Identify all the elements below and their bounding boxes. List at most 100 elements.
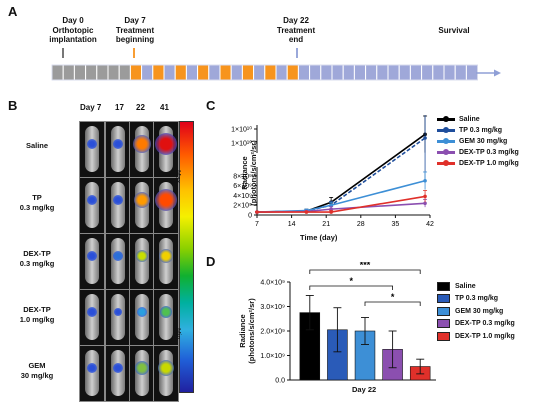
survival-label: Survival bbox=[438, 26, 470, 35]
row-label: DEX-TP 1.0 mg/kg bbox=[19, 305, 55, 324]
tumor-signal bbox=[137, 307, 147, 317]
day0-label: Day 0 Orthotopic implantation bbox=[49, 16, 97, 44]
timeline-cell bbox=[141, 64, 154, 81]
mouse-image bbox=[79, 289, 105, 346]
c-data-point bbox=[255, 210, 259, 214]
colorbar-min-label: Min bbox=[174, 328, 181, 340]
c-xtick-label: 42 bbox=[426, 221, 434, 228]
tumor-signal bbox=[134, 192, 150, 208]
timeline-cell bbox=[342, 64, 355, 81]
timeline-svg bbox=[51, 48, 501, 81]
c-xtick-label: 7 bbox=[255, 221, 259, 228]
tumor-signal bbox=[113, 139, 123, 149]
mouse-image bbox=[153, 233, 179, 290]
c-data-point bbox=[423, 136, 427, 140]
d-sig-bracket bbox=[364, 301, 421, 306]
timeline-cell bbox=[208, 64, 221, 81]
timeline-cell bbox=[241, 64, 255, 81]
timeline-cell bbox=[230, 64, 243, 81]
mouse-image bbox=[105, 121, 131, 178]
timeline-cell bbox=[387, 64, 400, 81]
legend-c-label: DEX-TP 0.3 mg/kg bbox=[459, 149, 519, 156]
row-label: Saline bbox=[25, 141, 49, 150]
timeline-cell bbox=[96, 64, 109, 81]
mouse-silhouette bbox=[85, 126, 99, 172]
timeline-cell bbox=[163, 64, 176, 81]
mouse-image bbox=[79, 121, 105, 178]
c-ytick-label: 2×10⁹ bbox=[233, 203, 252, 210]
days-header: Day 7 17 22 41 bbox=[80, 103, 180, 115]
row-label: GEM 30 mg/kg bbox=[20, 361, 54, 380]
timeline-cell bbox=[219, 64, 232, 81]
tumor-signal bbox=[87, 139, 97, 149]
timeline-cell bbox=[174, 64, 187, 81]
timeline-cell bbox=[73, 64, 87, 81]
tumor-signal bbox=[136, 250, 148, 262]
timeline-cell bbox=[62, 64, 75, 81]
timeline-cell bbox=[454, 64, 467, 81]
legend-c-swatch bbox=[437, 149, 455, 156]
timeline-cell bbox=[286, 64, 299, 81]
timeline-cell bbox=[185, 64, 199, 81]
c-ytick-label: 1×10¹⁰ bbox=[231, 140, 252, 148]
c-ytick-label: 8×10⁹ bbox=[233, 173, 252, 180]
legend-d: Saline TP 0.3 mg/kg GEM 30 mg/kg DEX-TP 0.3… bbox=[437, 280, 515, 343]
line-chart-c: 0 2×10⁹ 4×10⁹ 6×10⁹ 8×10⁹ 1×10¹⁰ 1×10¹⁰ 7 14 21 28… bbox=[231, 115, 434, 228]
timeline-cell bbox=[443, 64, 456, 81]
legend-d-label: GEM 30 mg/kg bbox=[455, 307, 504, 315]
legend-c-swatch bbox=[437, 127, 455, 134]
legend-c-item: DEX-TP 0.3 mg/kg bbox=[437, 147, 519, 158]
day-col-17: 17 bbox=[115, 103, 124, 112]
c-series-line bbox=[256, 180, 426, 213]
row-label: DEX-TP 0.3 mg/kg bbox=[19, 249, 55, 268]
mouse-silhouette bbox=[85, 350, 99, 396]
c-data-point bbox=[423, 201, 427, 206]
panel-b-letter: B bbox=[8, 98, 18, 113]
mouse-image bbox=[79, 233, 105, 290]
timeline-cell bbox=[365, 64, 378, 81]
timeline-cell bbox=[409, 64, 423, 81]
d-sig-bracket bbox=[309, 285, 394, 290]
day22-label: Day 22 Treatment end bbox=[276, 16, 316, 44]
timeline-cell bbox=[320, 64, 333, 81]
c-data-point bbox=[329, 207, 333, 211]
mouse-image bbox=[105, 177, 131, 234]
timeline-cell bbox=[107, 64, 120, 81]
d-ytick-label: 0.0 bbox=[275, 378, 285, 385]
mouse-image bbox=[79, 177, 105, 234]
legend-c-item: TP 0.3 mg/kg bbox=[437, 125, 519, 136]
timeline-cell bbox=[152, 64, 165, 81]
c-data-point bbox=[329, 210, 333, 214]
mouse-image bbox=[105, 289, 131, 346]
c-ytick-label: 0 bbox=[248, 213, 252, 220]
d-sig-bracket bbox=[309, 269, 421, 274]
day-col-41: 41 bbox=[160, 103, 169, 112]
mouse-image bbox=[105, 233, 131, 290]
d-sig-label: * bbox=[391, 292, 395, 302]
tumor-signal bbox=[114, 308, 122, 316]
timeline-cell bbox=[421, 64, 434, 81]
colorbar-max-label: Max bbox=[174, 170, 181, 184]
c-data-point bbox=[423, 194, 427, 199]
mouse-silhouette bbox=[111, 294, 125, 340]
legend-c-item: Saline bbox=[437, 114, 519, 125]
legend-c-label: TP 0.3 mg/kg bbox=[459, 127, 503, 134]
timeline-cell bbox=[297, 64, 311, 81]
c-xtick-label: 28 bbox=[357, 221, 365, 228]
legend-d-label: Saline bbox=[455, 282, 476, 290]
tumor-signal bbox=[160, 306, 172, 318]
timeline-arrowhead bbox=[494, 69, 501, 77]
tumor-signal bbox=[158, 360, 174, 376]
mouse-silhouette bbox=[111, 238, 125, 284]
legend-d-swatch bbox=[437, 294, 450, 304]
panel-c-xlabel: Time (day) bbox=[300, 233, 338, 242]
mouse-image bbox=[153, 177, 179, 234]
mouse-image bbox=[129, 177, 155, 234]
legend-c-item: GEM 30 mg/kg bbox=[437, 136, 519, 147]
mouse-silhouette bbox=[111, 182, 125, 228]
tumor-signal bbox=[155, 133, 177, 155]
c-xtick-label: 35 bbox=[392, 221, 400, 228]
mouse-image bbox=[153, 121, 179, 178]
timeline-cell bbox=[376, 64, 389, 81]
